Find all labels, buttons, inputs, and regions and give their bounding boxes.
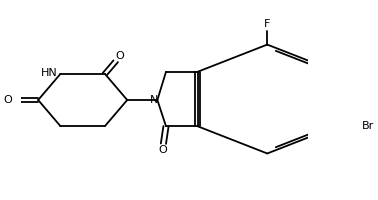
Text: N: N [149, 95, 158, 105]
Text: HN: HN [41, 68, 58, 78]
Text: O: O [158, 145, 167, 155]
Text: O: O [116, 51, 124, 61]
Text: O: O [3, 95, 12, 105]
Text: Br: Br [362, 121, 374, 131]
Text: F: F [264, 19, 270, 29]
